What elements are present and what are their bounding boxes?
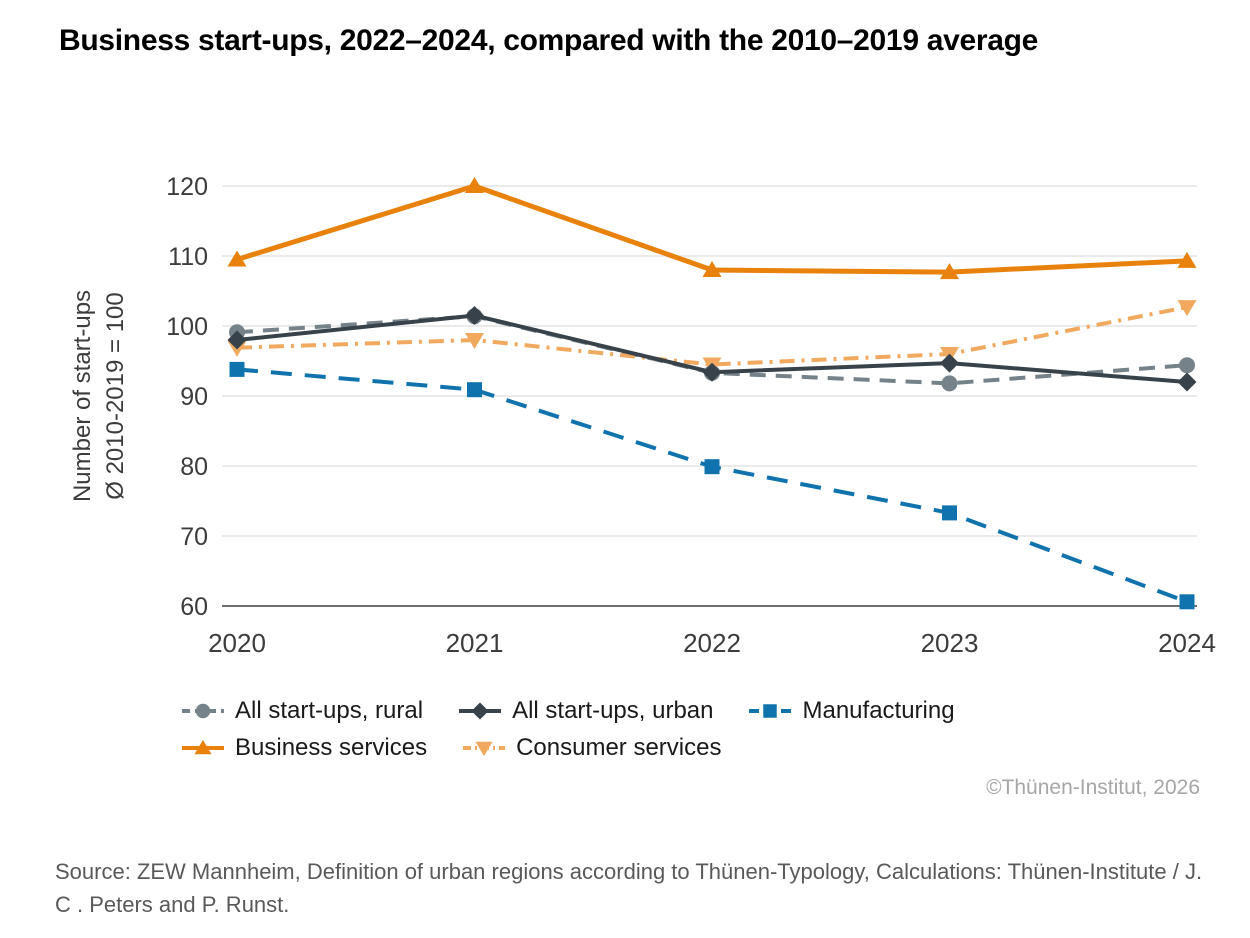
y-tick-label: 80: [180, 453, 208, 481]
triangle-up-marker-icon: [702, 261, 722, 277]
x-tick-label: 2024: [1158, 628, 1216, 658]
series-markers-manufacturing: [229, 361, 1195, 610]
legend-row: All start-ups, rural All start-ups, urban…: [180, 697, 955, 725]
circle-marker-icon: [1179, 357, 1195, 374]
x-tick-label: 2021: [446, 628, 504, 658]
diamond-marker-icon: [702, 362, 722, 382]
legend-key-icon: [749, 704, 792, 718]
triangle-down-marker-icon: [1177, 300, 1197, 317]
diamond-marker-icon: [940, 353, 959, 373]
circle-marker-icon: [941, 375, 958, 392]
copyright-text: ©Thünen-Institut, 2026: [986, 776, 1200, 799]
y-tick-label: 120: [166, 173, 208, 201]
source-text: Source: ZEW Mannheim, Definition of urba…: [55, 859, 1203, 917]
y-tick-label: 90: [180, 383, 208, 411]
legend-label: Business services: [235, 734, 428, 761]
y-axis-label-line: Ø 2010-2019 = 100: [102, 292, 129, 500]
square-marker-icon: [704, 459, 720, 475]
legend-item-consumer-services: Consumer services: [461, 734, 721, 762]
triangle-up-marker-icon: [227, 250, 247, 267]
legend-label: All start-ups, urban: [512, 697, 714, 724]
square-marker-icon: [229, 361, 245, 377]
triangle-up-marker-icon: [194, 739, 212, 755]
x-tick-label: 2023: [921, 628, 979, 658]
x-tick-label: 2022: [683, 628, 741, 658]
legend-key-icon: [182, 703, 224, 719]
legend-item-all-start-ups-urban: All start-ups, urban: [457, 697, 713, 725]
legend-label: Consumer services: [516, 734, 722, 761]
series-markers-all-start-ups-urban: [227, 306, 1197, 392]
chart-legend: All start-ups, rural All start-ups, urban…: [180, 697, 955, 771]
diamond-marker-icon: [465, 306, 484, 325]
legend-item-manufacturing: Manufacturing: [747, 697, 955, 725]
square-marker-icon: [1179, 594, 1195, 610]
y-tick-label: 70: [180, 523, 208, 551]
legend-key-icon: [182, 739, 224, 755]
legend-label: Manufacturing: [802, 697, 955, 724]
legend-row: Business services Consumer services: [180, 734, 955, 762]
square-marker-icon: [942, 505, 957, 521]
diamond-marker-icon: [227, 330, 247, 350]
triangle-up-marker-icon: [465, 177, 484, 193]
series-line-consumer-services: [236, 305, 1188, 367]
square-marker-icon: [763, 704, 778, 718]
series-markers-business-services: [227, 177, 1197, 280]
series-line-manufacturing: [236, 367, 1188, 604]
triangle-down-marker-icon: [465, 333, 484, 349]
circle-marker-icon: [195, 703, 211, 719]
y-axis-label-line: Number of start-ups: [69, 290, 96, 502]
series-line-business-services: [236, 183, 1188, 275]
triangle-up-marker-icon: [940, 263, 959, 280]
x-tick-label: 2020: [208, 628, 266, 658]
legend-item-business-services: Business services: [180, 734, 427, 762]
legend-key-icon: [463, 741, 506, 757]
diamond-marker-icon: [471, 702, 489, 720]
chart-title: Business start-ups, 2022–2024, compared …: [59, 24, 1039, 57]
legend-label: All start-ups, rural: [235, 697, 424, 724]
diamond-marker-icon: [1177, 372, 1197, 392]
y-tick-label: 110: [168, 243, 208, 271]
triangle-up-marker-icon: [1177, 251, 1197, 268]
legend-key-icon: [459, 702, 502, 720]
y-tick-label: 100: [166, 313, 208, 341]
triangle-down-marker-icon: [475, 741, 493, 757]
series-markers-consumer-services: [227, 300, 1197, 374]
legend-item-all-start-ups-rural: All start-ups, rural: [180, 697, 423, 725]
line-chart: 60 70 80 90 100 110 120 2020 2021 2022 2023 2024 Num…: [69, 173, 1216, 658]
y-tick-label: 60: [180, 593, 208, 621]
square-marker-icon: [467, 382, 482, 398]
